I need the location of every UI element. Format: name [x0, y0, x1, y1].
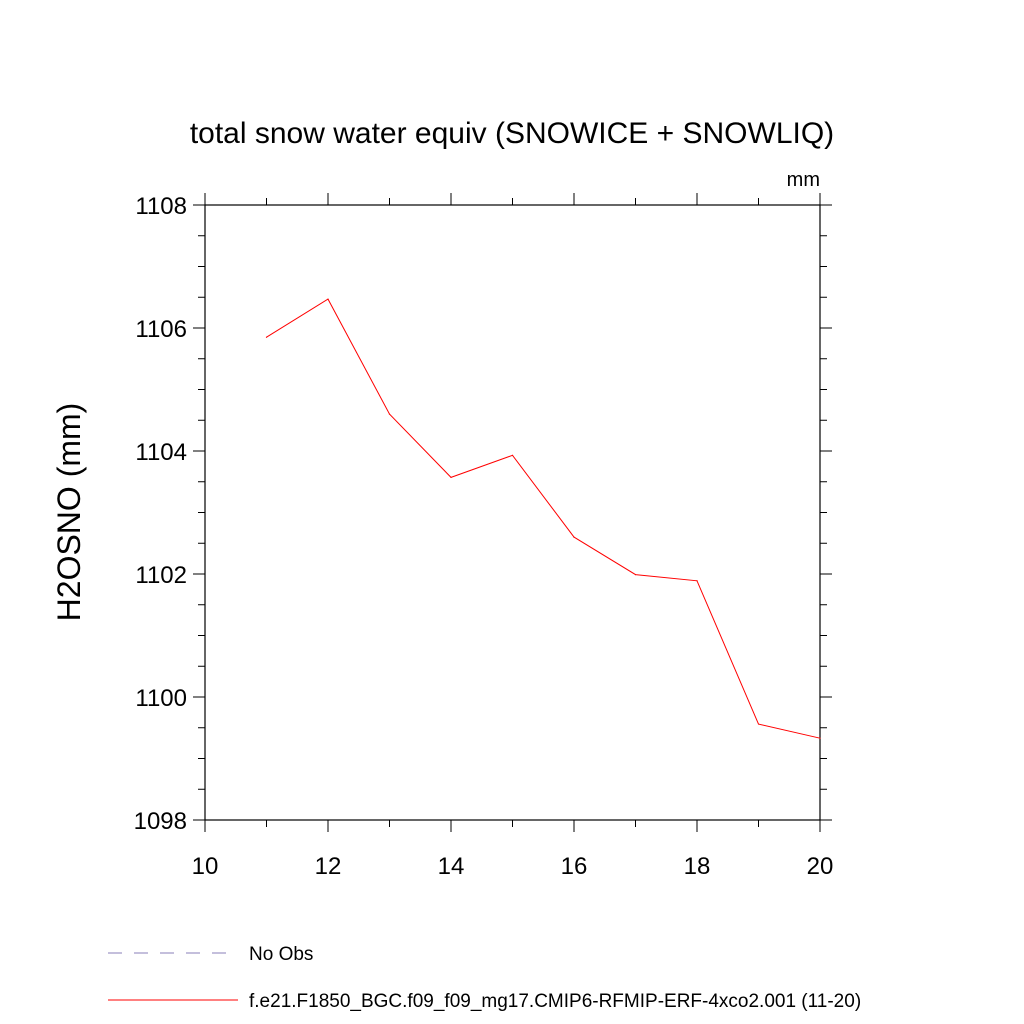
x-tick-label: 16 — [561, 853, 588, 880]
series-line-0 — [266, 298, 821, 739]
x-tick-label: 12 — [315, 853, 342, 880]
x-tick-label: 10 — [192, 853, 219, 880]
data-point — [819, 737, 821, 739]
data-point — [634, 574, 637, 576]
y-tick-label: 1108 — [135, 193, 187, 220]
ticks: 10 12 14 16 18 20 1098 1100 1102 1104 1106 1108 — [134, 193, 834, 880]
y-tick-label: 1098 — [134, 808, 187, 835]
x-tick-label: 14 — [438, 853, 465, 880]
legend-label-series: f.e21.F1850_BGC.f09_f09_mg17.CMIP6-RFMIP… — [249, 991, 861, 1012]
x-tick-label: 20 — [807, 853, 834, 880]
y-tick-label: 1106 — [135, 316, 187, 343]
data-point — [450, 476, 452, 479]
plot-series — [265, 298, 821, 739]
data-point — [696, 580, 698, 582]
legend-label-no-obs: No Obs — [249, 944, 313, 965]
plot-frame — [204, 204, 821, 821]
y-axis-label: H2OSNO (mm) — [51, 403, 87, 622]
data-point — [388, 413, 391, 415]
data-point — [757, 723, 760, 725]
legend: No Obs f.e21.F1850_BGC.f09_f09_mg17.CMIP… — [108, 944, 861, 1012]
data-point — [573, 536, 575, 538]
y-tick-label: 1100 — [135, 685, 187, 712]
y-tick-label: 1102 — [135, 562, 187, 589]
y-tick-label: 1104 — [135, 439, 187, 466]
x-tick-label: 18 — [684, 853, 711, 880]
data-point — [327, 298, 329, 300]
chart-title: total snow water equiv (SNOWICE + SNOWLI… — [190, 117, 834, 150]
data-point — [511, 454, 514, 456]
data-point — [265, 336, 268, 338]
axes — [204, 204, 821, 821]
units-label: mm — [787, 169, 820, 191]
